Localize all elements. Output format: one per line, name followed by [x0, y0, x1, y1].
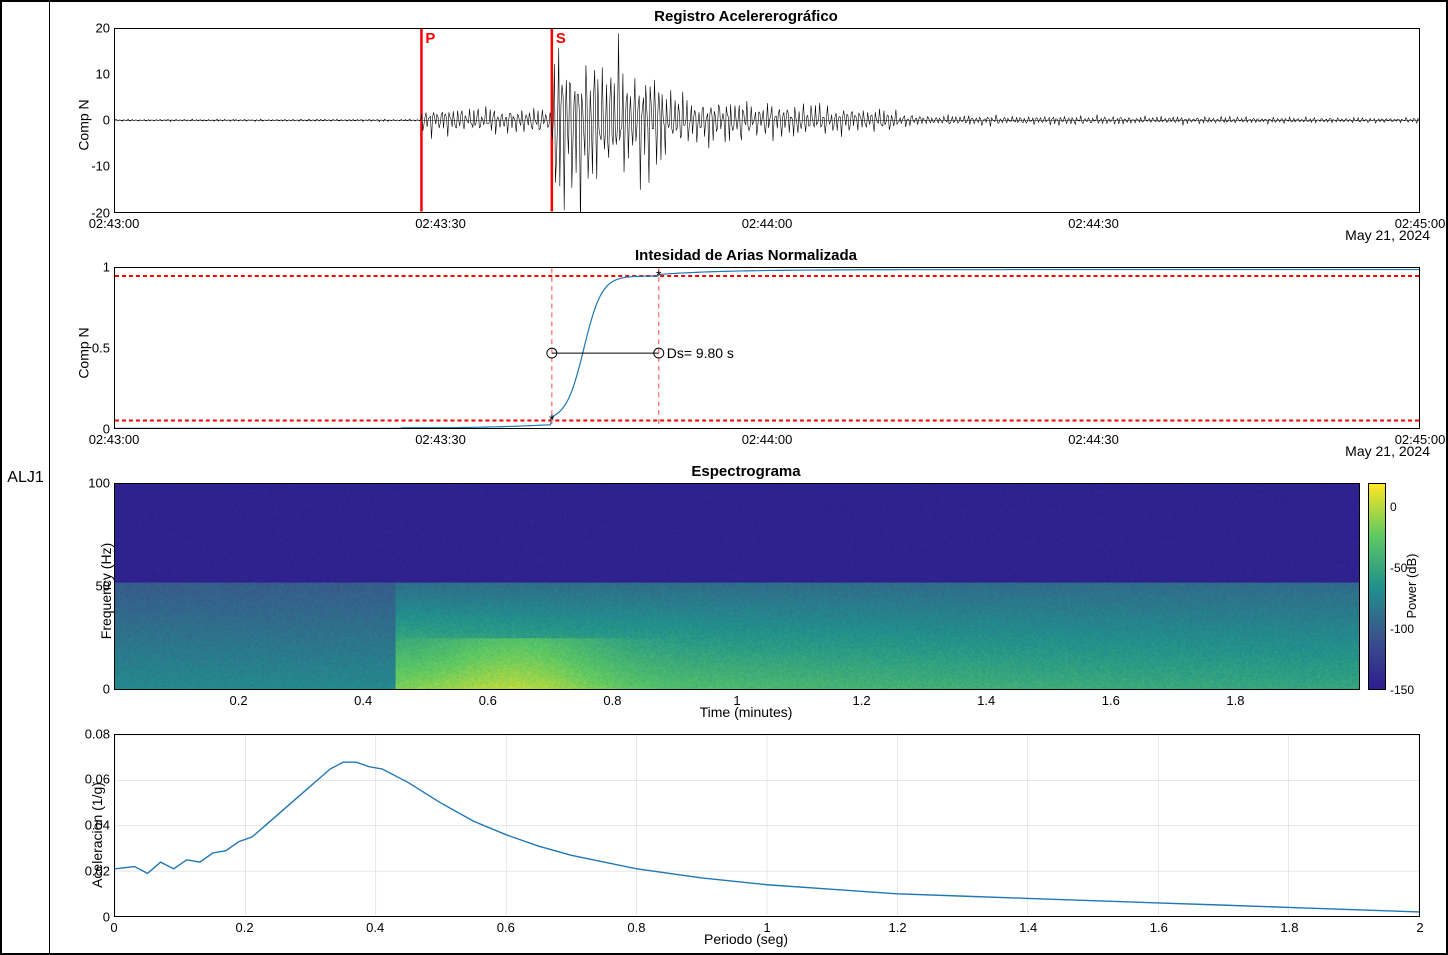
svg-text:S: S [556, 31, 566, 47]
panel-accelerogram: Registro Acelererográfico Comp N PS May … [54, 10, 1438, 241]
svg-text:*: * [656, 268, 662, 283]
panel3-plot-area [114, 483, 1360, 689]
panel4-plot-area [114, 734, 1420, 918]
panel-arias: Intesidad de Arias Normalizada Comp N **… [54, 249, 1438, 458]
station-label: ALJ1 [2, 2, 50, 953]
panel4-xlabel: Periodo (seg) [704, 931, 788, 947]
panels-column: Registro Acelererográfico Comp N PS May … [50, 2, 1446, 953]
panel1-title: Registro Acelererográfico [54, 8, 1438, 25]
svg-text:Ds= 9.80 s: Ds= 9.80 s [667, 345, 734, 361]
panel2-plot-area: * * Ds= 9.80 s [114, 267, 1420, 430]
panel-spectrum: Aceleracion (1/g) Periodo (seg) 00.020.0… [54, 726, 1438, 946]
panel3-xlabel: Time (minutes) [700, 704, 793, 720]
panel1-plot-area: PS [114, 28, 1420, 213]
root-container: ALJ1 Registro Acelererográfico Comp N PS… [2, 2, 1446, 953]
panel2-title: Intesidad de Arias Normalizada [54, 247, 1438, 264]
svg-text:*: * [549, 411, 555, 427]
colorbar: 0-50-100-150Power (dB) [1368, 483, 1428, 689]
panel3-title: Espectrograma [54, 463, 1438, 480]
panel-spectrogram: Espectrograma Frequency (Hz) 0-50-100-15… [54, 465, 1438, 717]
svg-text:P: P [425, 31, 435, 47]
